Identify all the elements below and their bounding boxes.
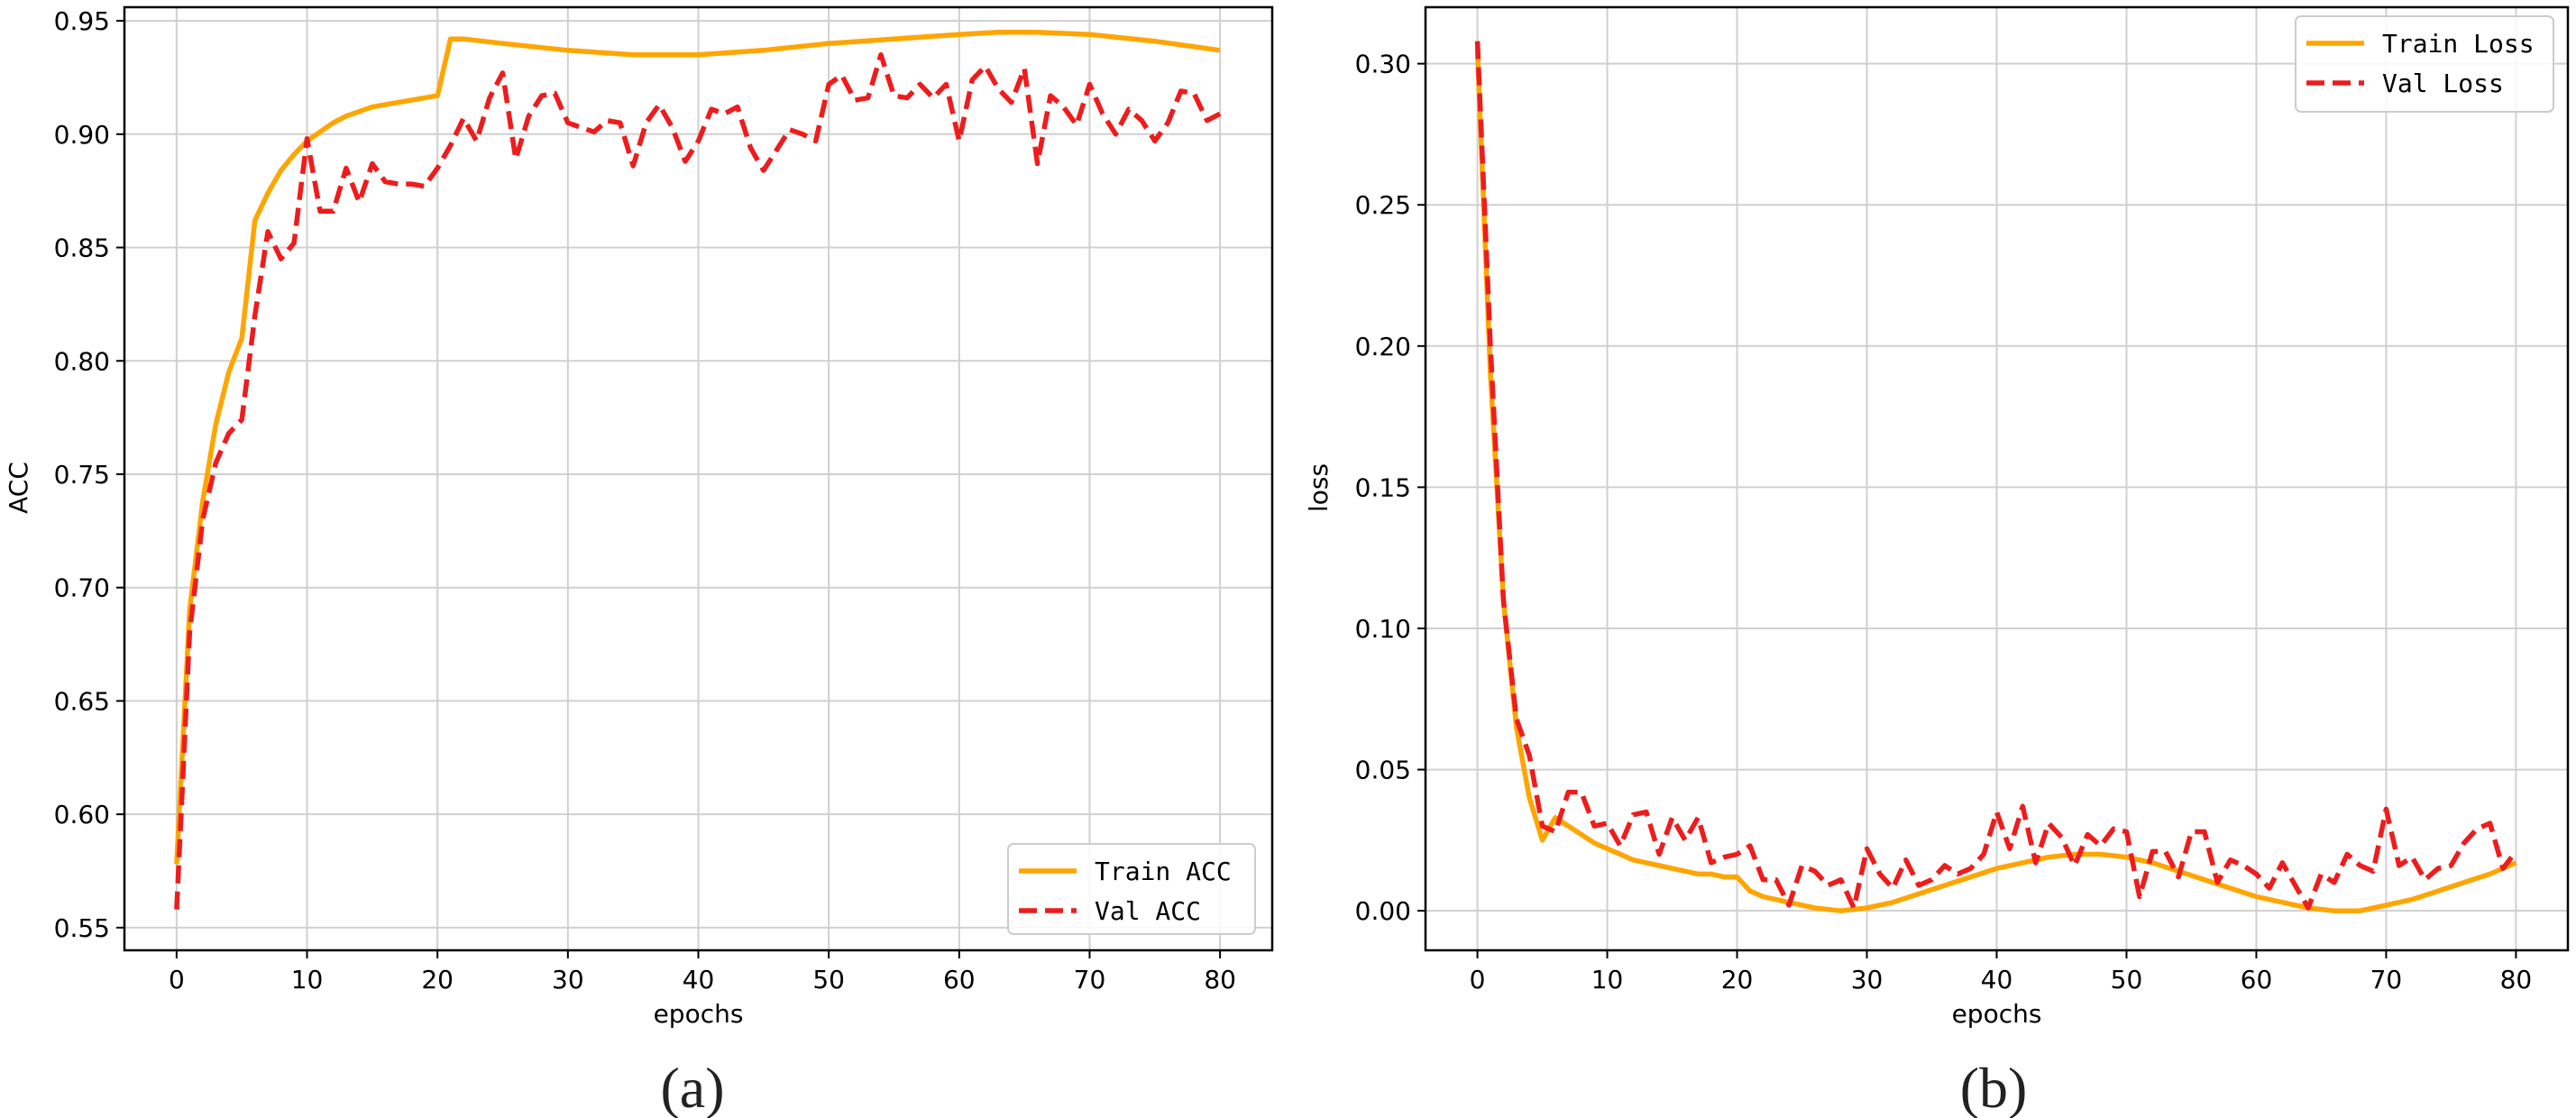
- panel-a-caption: (a): [660, 1056, 724, 1118]
- plot-frame: [123, 5, 1274, 952]
- y-tick-label: 0.00: [1355, 896, 1411, 926]
- legend: Train ACC Val ACC: [1007, 843, 1256, 935]
- y-tick-label: 0.90: [54, 120, 110, 150]
- legend: Train Loss Val Loss: [2295, 15, 2554, 113]
- y-tick-label: 0.70: [54, 573, 110, 603]
- x-tick-label: 70: [2370, 965, 2403, 994]
- x-tick-label: 0: [1470, 965, 1486, 994]
- x-axis-label: epochs: [654, 999, 744, 1029]
- y-tick-label: 0.10: [1355, 614, 1411, 644]
- plot-frame: [1424, 5, 2570, 952]
- x-tick-label: 40: [683, 965, 715, 994]
- legend-label: Val Loss: [2382, 69, 2504, 98]
- x-tick-label: 30: [1851, 965, 1884, 994]
- y-tick-label: 0.15: [1355, 472, 1411, 502]
- x-tick-label: 80: [1204, 965, 1236, 994]
- y-tick-label: 0.55: [54, 913, 110, 943]
- legend-label: Train Loss: [2382, 29, 2535, 59]
- panel-a-acc-chart: 0 10 20 30 40 50 60 70 80 0.55 0.60 0.65 0.70 0.75 0.8…: [4, 5, 1274, 1029]
- y-tick-label: 0.05: [1355, 756, 1411, 785]
- y-tick-label: 0.75: [54, 460, 110, 490]
- series-line-train-loss: [1474, 49, 2517, 913]
- x-tick-label: 10: [1591, 965, 1624, 994]
- series-line-train-acc: [174, 29, 1221, 865]
- x-tick-label: 50: [812, 965, 845, 994]
- y-tick-label: 0.30: [1355, 50, 1411, 79]
- x-tick-label: 60: [943, 965, 976, 994]
- y-tick-label: 0.20: [1355, 332, 1411, 362]
- series-line-val-loss: [1474, 41, 2518, 911]
- x-tick-label: 60: [2241, 965, 2273, 994]
- y-tick-label: 0.65: [54, 686, 110, 716]
- y-tick-label: 0.60: [54, 800, 110, 829]
- x-tick-label: 70: [1074, 965, 1106, 994]
- y-tick-label: 0.25: [1355, 190, 1411, 220]
- y-tick-label: 0.95: [54, 6, 110, 36]
- legend-box: [2295, 15, 2554, 113]
- legend-label: Train ACC: [1095, 857, 1232, 886]
- y-axis-label: loss: [1304, 463, 1334, 512]
- x-tick-label: 20: [421, 965, 454, 994]
- y-axis-label: ACC: [4, 462, 33, 514]
- x-tick-label: 80: [2500, 965, 2533, 994]
- x-tick-label: 40: [1981, 965, 2013, 994]
- series-line-val-acc: [174, 52, 1222, 910]
- legend-label: Val ACC: [1095, 896, 1201, 926]
- x-tick-label: 50: [2111, 965, 2143, 994]
- y-tick-label: 0.85: [54, 234, 110, 263]
- panel-b-caption: (b): [1960, 1056, 2028, 1118]
- panel-b-loss-chart: 0 10 20 30 40 50 60 70 80 0.00 0.05 0.10 0.15 0.20 0.2…: [1304, 5, 2570, 1029]
- x-tick-label: 10: [291, 965, 324, 994]
- x-tick-label: 30: [552, 965, 584, 994]
- legend-box: [1007, 843, 1256, 935]
- x-tick-label: 20: [1721, 965, 1754, 994]
- y-tick-label: 0.80: [54, 346, 110, 376]
- x-tick-label: 0: [169, 965, 185, 994]
- x-axis-label: epochs: [1952, 999, 2042, 1029]
